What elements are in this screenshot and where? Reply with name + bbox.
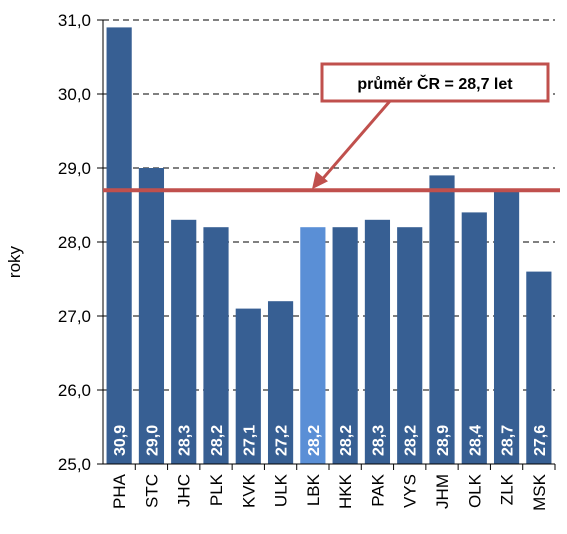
x-tick-label: KVK: [239, 473, 258, 508]
value-label: 28,9: [435, 425, 452, 456]
bar: [300, 227, 326, 464]
value-label: 29,0: [144, 425, 161, 456]
value-label: 27,2: [274, 425, 291, 456]
y-tick-label: 28,0: [58, 233, 91, 252]
value-label: 28,3: [177, 425, 194, 456]
value-label: 28,2: [306, 425, 323, 456]
bar: [493, 190, 520, 464]
value-label: 27,6: [532, 425, 549, 456]
bar: [461, 212, 487, 464]
annotation: průměr ČR = 28,7 let: [357, 74, 513, 93]
value-label: 28,3: [370, 425, 387, 456]
bar: [397, 227, 423, 464]
bar: [203, 227, 229, 464]
y-tick-label: 30,0: [58, 85, 91, 104]
value-label: 28,2: [209, 425, 226, 456]
value-label: 28,7: [500, 425, 517, 456]
x-tick-label: MSK: [530, 473, 549, 511]
value-label: 27,1: [241, 425, 258, 456]
x-tick-label: ULK: [272, 473, 291, 507]
x-tick-label: VYS: [401, 474, 420, 508]
x-tick-label: PLK: [207, 473, 226, 506]
y-tick-label: 29,0: [58, 159, 91, 178]
y-tick-label: 27,0: [58, 307, 91, 326]
bar: [235, 308, 261, 464]
bar: [138, 168, 165, 464]
x-tick-label: STC: [142, 474, 161, 508]
y-tick-label: 26,0: [58, 381, 91, 400]
x-tick-label: HKK: [336, 473, 355, 509]
annotation-arrow: [316, 100, 392, 186]
x-tick-label: PAK: [368, 473, 387, 506]
x-tick-label: JHM: [433, 474, 452, 509]
y-tick-label: 25,0: [58, 455, 91, 474]
x-tick-label: LBK: [304, 473, 323, 506]
bar: [429, 175, 455, 464]
x-tick-label: ZLK: [498, 473, 517, 505]
arrow-head: [312, 171, 328, 190]
bar: [332, 227, 358, 464]
y-tick-label: 31,0: [58, 11, 91, 30]
bar: [364, 219, 391, 464]
value-label: 28,2: [403, 425, 420, 456]
y-axis-label: roky: [5, 245, 24, 278]
bar: [526, 271, 552, 464]
value-label: 28,4: [467, 425, 484, 456]
value-label: 30,9: [112, 425, 129, 456]
bar: [267, 301, 294, 464]
x-tick-label: JHC: [175, 474, 194, 507]
bar: [171, 219, 197, 464]
x-tick-label: OLK: [465, 473, 484, 508]
x-tick-label: PHA: [110, 473, 129, 509]
bar: [106, 27, 132, 465]
annotation-box: [320, 62, 550, 103]
value-label: 28,2: [338, 425, 355, 456]
